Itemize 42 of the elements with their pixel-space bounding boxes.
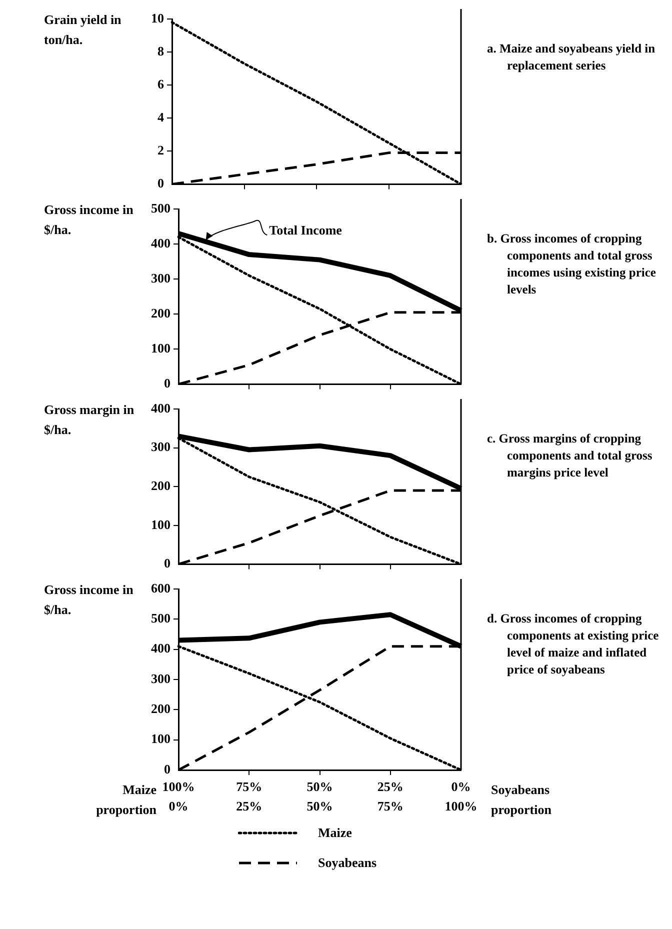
y-tick-label: 100 — [151, 516, 170, 532]
y-tick-label: 0 — [158, 176, 164, 191]
text: c. Gross margins of cropping components and total gross margins price level — [487, 431, 652, 480]
y-tick-label: 200 — [151, 478, 170, 493]
y-axis-title: Gross income in $/ha. — [44, 201, 134, 239]
y-tick-label: 0 — [164, 761, 170, 776]
y-tick-label: 100 — [151, 340, 170, 356]
text: d. Gross incomes of cropping components at existing price level of maize and inflated price of soyabeans — [487, 611, 660, 676]
x-tick-label: 25% 75% — [377, 779, 404, 814]
y-axis-title: Gross margin in $/ha. — [44, 401, 136, 439]
x-tick-label: 75% 25% — [236, 779, 262, 814]
text: b. Gross incomes of cropping components and total gross incomes using existing price levels — [487, 231, 656, 296]
y-tick-label: 8 — [158, 43, 164, 58]
legend-label: Maize — [318, 825, 352, 841]
y-tick-label: 10 — [151, 10, 164, 26]
y-tick-label: 100 — [151, 731, 170, 746]
y-tick-label: 4 — [158, 109, 164, 124]
y-tick-label: 400 — [151, 400, 170, 416]
y-tick-label: 200 — [151, 305, 170, 320]
y-axis-title: Grain yield in ton/ha. — [44, 11, 122, 49]
x-axis-title: Maize proportion — [96, 781, 156, 819]
y-tick-label: 400 — [151, 235, 170, 250]
y-tick-label: 500 — [151, 610, 170, 626]
x-tick-label: 0% 100% — [444, 779, 478, 814]
y-tick-label: 300 — [151, 670, 170, 686]
y-tick-label: 600 — [151, 580, 170, 596]
y-axis-title: Gross income in $/ha. — [44, 581, 134, 619]
legend-label: Soyabeans — [318, 855, 377, 871]
y-tick-label: 200 — [151, 701, 170, 716]
y-tick-label: 0 — [164, 376, 170, 391]
text: a. Maize and soyabeans yield in replacement series — [487, 41, 656, 72]
y-tick-label: 300 — [151, 270, 170, 286]
x-tick-label: 100% 0% — [162, 779, 195, 814]
y-tick-label: 400 — [151, 640, 170, 656]
y-tick-label: 300 — [151, 439, 170, 454]
y-tick-label: 0 — [164, 556, 170, 571]
x-tick-label: 50% 50% — [306, 779, 333, 814]
y-tick-label: 6 — [158, 76, 164, 92]
y-tick-label: 500 — [151, 200, 170, 216]
annotation: Total Income — [269, 222, 342, 238]
y-tick-label: 2 — [158, 142, 164, 158]
text: Soyabeans proportion — [491, 781, 552, 819]
